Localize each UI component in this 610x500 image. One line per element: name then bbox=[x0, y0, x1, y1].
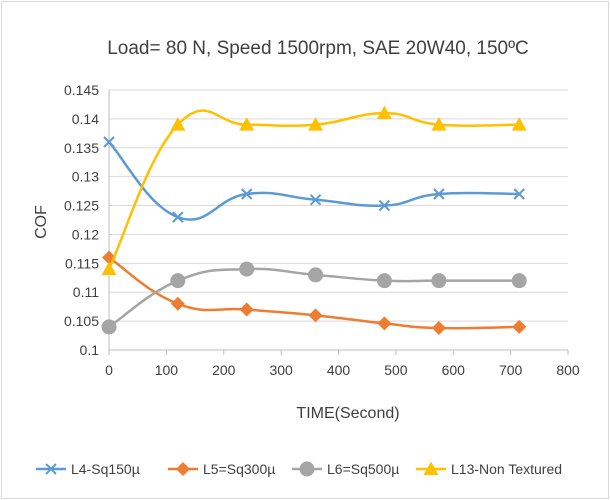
data-point bbox=[512, 319, 527, 334]
x-tick-labels: 0 100 200 300 400 500 600 700 800 bbox=[105, 362, 580, 378]
series-line bbox=[108, 141, 520, 221]
data-point bbox=[308, 117, 324, 131]
legend-label: L4-Sq150µ bbox=[71, 461, 140, 477]
data-point bbox=[433, 188, 445, 200]
data-point bbox=[513, 188, 525, 200]
data-point bbox=[309, 194, 322, 206]
data-point bbox=[172, 211, 184, 223]
x-tick-label: 600 bbox=[442, 362, 466, 378]
series-lines bbox=[101, 105, 527, 336]
data-point bbox=[511, 117, 527, 131]
y-tick-label: 0.105 bbox=[64, 313, 99, 329]
x-tick-label: 100 bbox=[155, 362, 179, 378]
data-point bbox=[103, 136, 115, 148]
y-tick-label: 0.145 bbox=[64, 82, 99, 98]
y-tick-label: 0.125 bbox=[64, 198, 99, 214]
legend-marker bbox=[176, 462, 190, 476]
legend-item: L6=Sq500µ bbox=[292, 461, 399, 477]
data-point bbox=[240, 188, 253, 200]
legend-marker bbox=[45, 463, 57, 475]
axes bbox=[108, 90, 569, 355]
x-tick-label: 800 bbox=[556, 362, 580, 378]
chart-title: Load= 80 N, Speed 1500rpm, SAE 20W40, 15… bbox=[107, 38, 529, 59]
data-point bbox=[376, 273, 392, 289]
x-tick-label: 400 bbox=[327, 362, 351, 378]
y-tick-label: 0.1 bbox=[80, 342, 100, 358]
legend-item: L13-Non Textured bbox=[416, 461, 562, 477]
y-tick-labels: 0.1 0.105 0.11 0.115 0.12 0.125 0.13 0.135 0.14 0… bbox=[64, 82, 99, 358]
x-axis-label: TIME(Second) bbox=[296, 405, 399, 422]
data-point bbox=[308, 267, 324, 283]
data-point bbox=[308, 308, 323, 323]
x-tick-label: 0 bbox=[105, 362, 113, 378]
series-1 bbox=[102, 250, 527, 336]
y-axis-label: COF bbox=[33, 205, 50, 239]
data-point bbox=[431, 273, 447, 289]
y-tick-label: 0.115 bbox=[65, 255, 99, 271]
legend-item: L4-Sq150µ bbox=[36, 461, 140, 477]
y-tick-label: 0.14 bbox=[72, 111, 99, 127]
legend-label: L13-Non Textured bbox=[451, 461, 562, 477]
data-point bbox=[377, 316, 392, 331]
data-point bbox=[431, 321, 446, 336]
legend-marker bbox=[299, 461, 315, 477]
data-point bbox=[511, 273, 527, 289]
legend: L4-Sq150µ L5=Sq300µ L6=Sq500µ L13-Non Textu… bbox=[36, 461, 562, 477]
x-tick-label: 700 bbox=[499, 362, 523, 378]
data-point bbox=[170, 296, 185, 311]
series-3 bbox=[101, 105, 527, 276]
gridlines bbox=[109, 89, 568, 351]
legend-item: L5=Sq300µ bbox=[168, 461, 275, 477]
x-tick-label: 500 bbox=[384, 362, 408, 378]
y-tick-label: 0.135 bbox=[64, 140, 99, 156]
x-tick-label: 200 bbox=[212, 362, 236, 378]
series-line bbox=[107, 109, 520, 270]
y-tick-label: 0.11 bbox=[73, 284, 99, 300]
y-tick-label: 0.13 bbox=[72, 169, 99, 185]
data-point bbox=[239, 117, 255, 131]
data-point bbox=[431, 117, 447, 131]
x-tick-label: 300 bbox=[269, 362, 293, 378]
legend-label: L5=Sq300µ bbox=[203, 461, 275, 477]
data-point bbox=[239, 302, 254, 317]
data-point bbox=[101, 261, 117, 276]
data-point bbox=[101, 319, 117, 335]
legend-label: L6=Sq500µ bbox=[327, 461, 399, 477]
y-tick-label: 0.12 bbox=[72, 226, 99, 242]
series-2 bbox=[101, 261, 527, 335]
legend-marker bbox=[423, 461, 439, 475]
series-0 bbox=[103, 136, 525, 223]
data-point bbox=[376, 105, 392, 120]
data-point bbox=[239, 261, 255, 277]
data-point bbox=[378, 199, 391, 212]
data-point bbox=[170, 273, 186, 289]
data-point bbox=[170, 117, 186, 131]
